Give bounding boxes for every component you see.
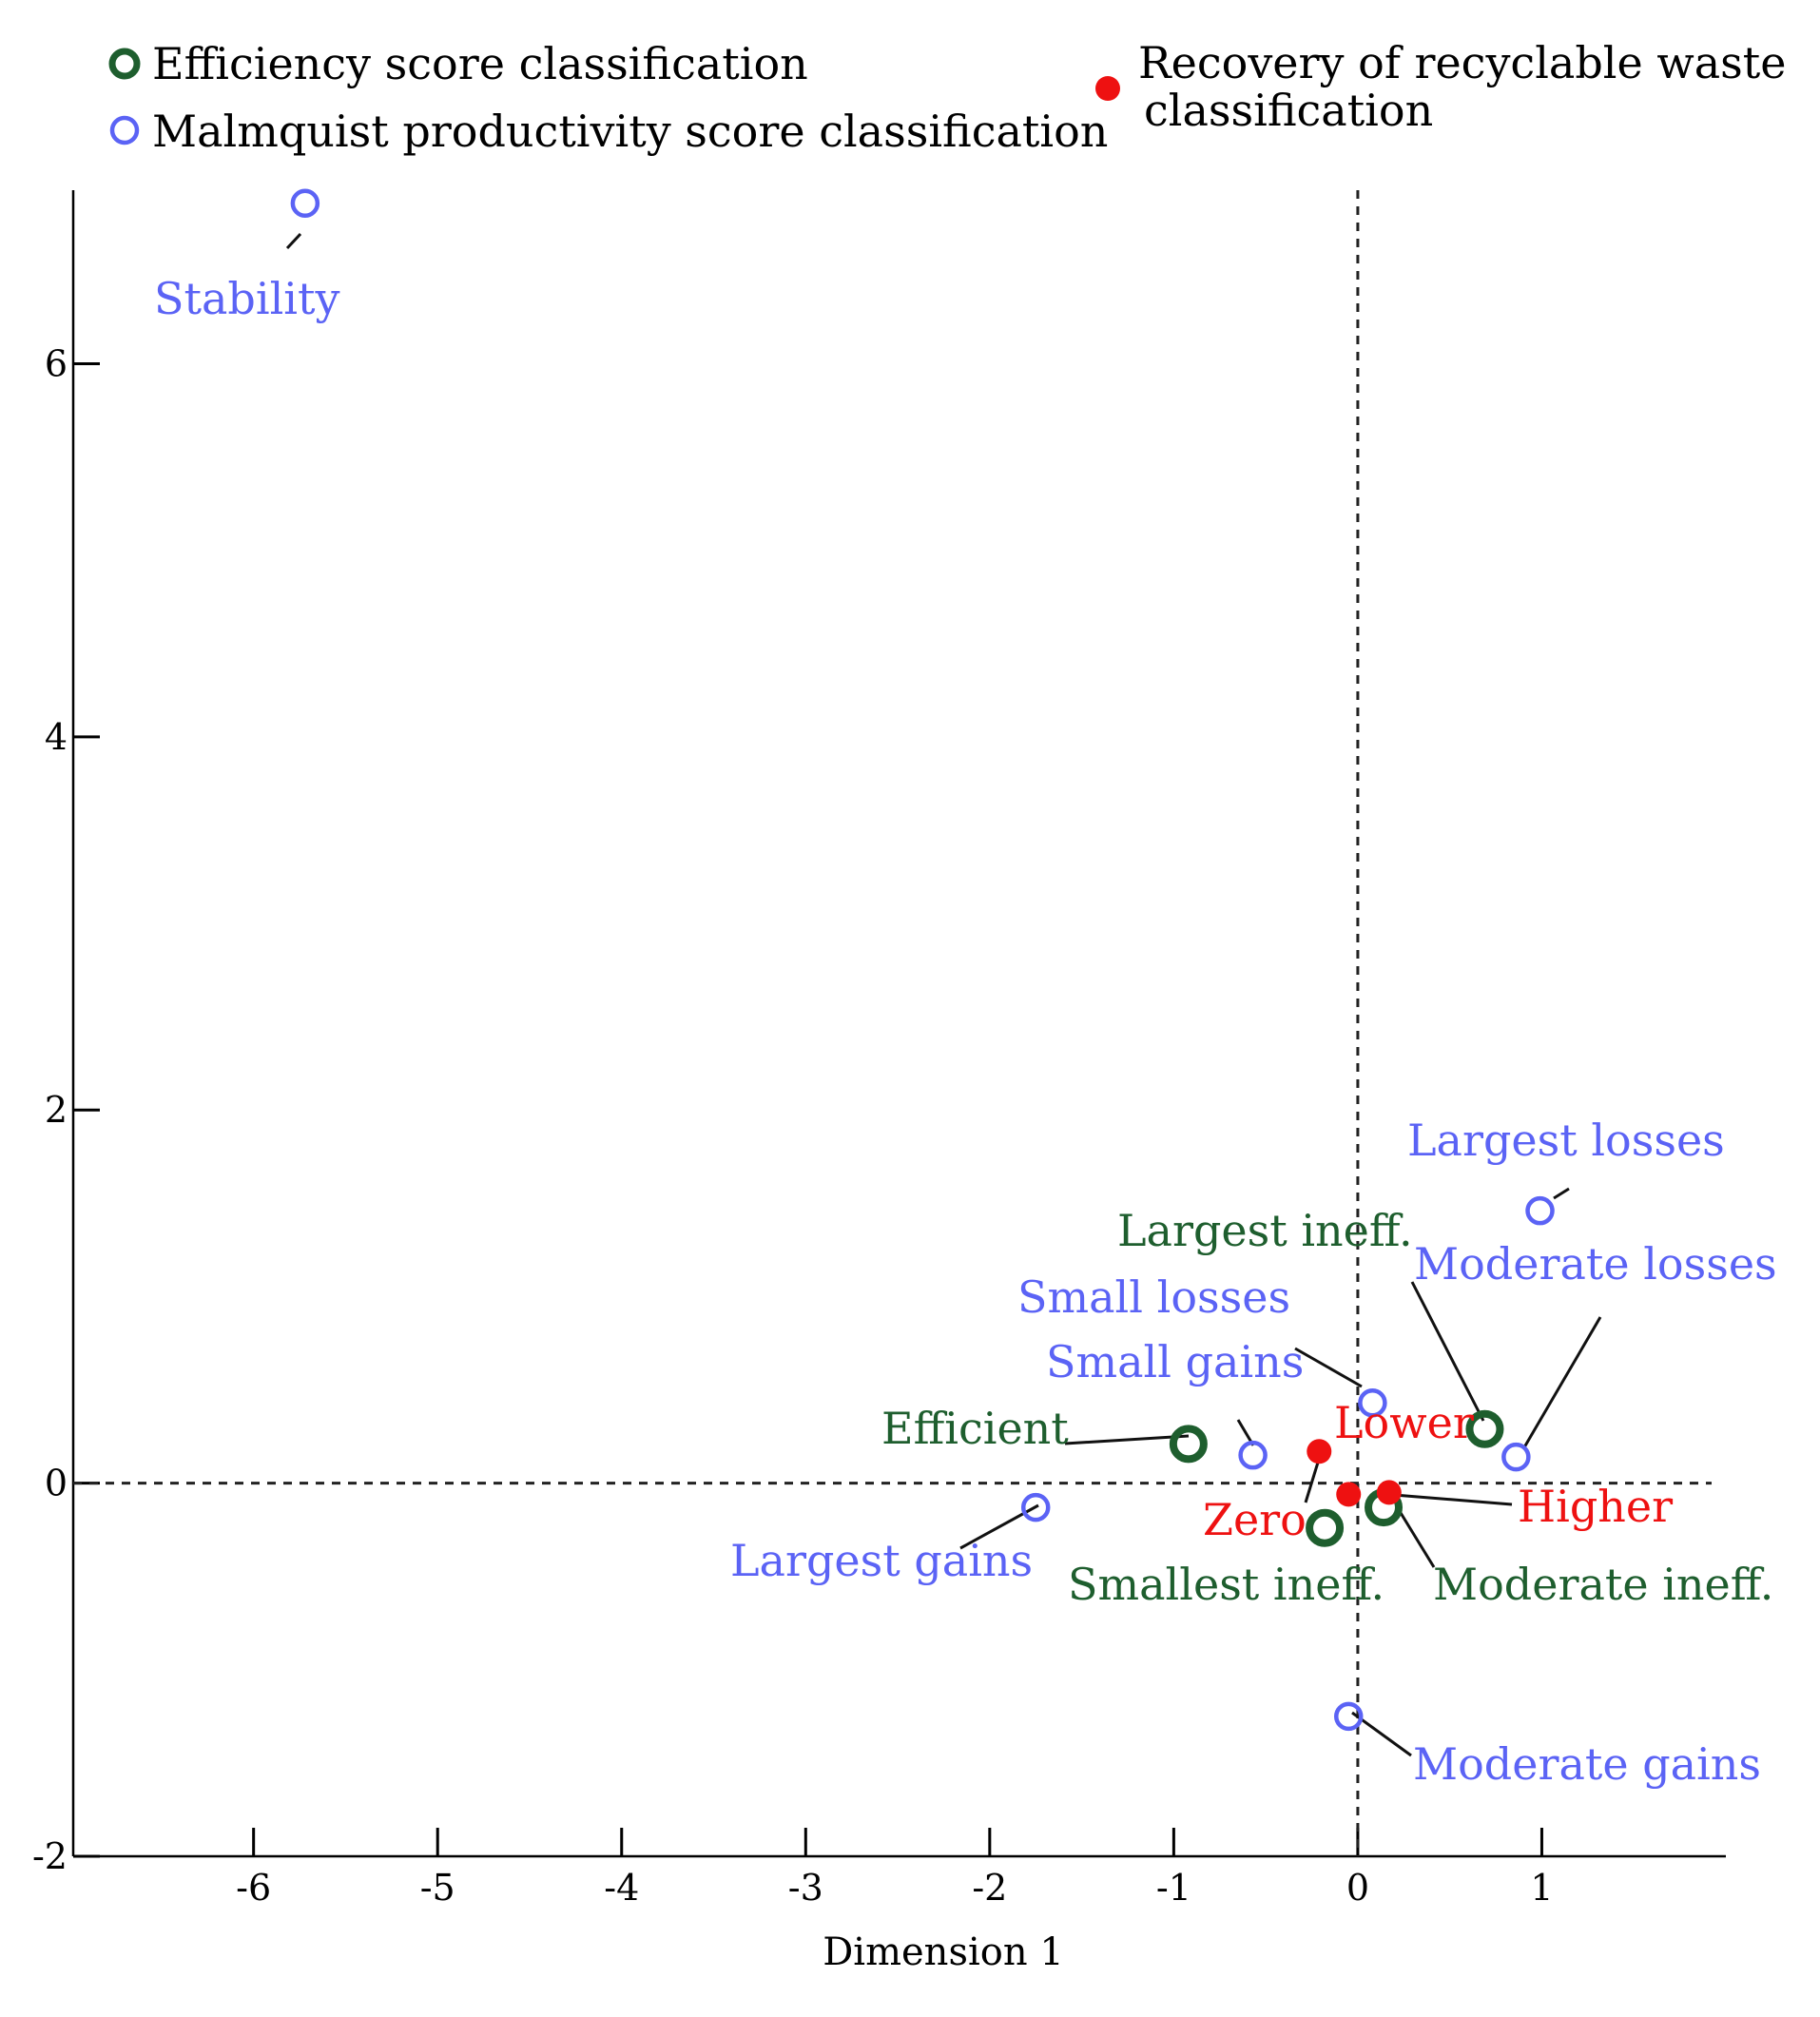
x-tick-label: -5 bbox=[420, 1867, 455, 1909]
y-tick-label: 6 bbox=[45, 342, 68, 384]
point-label-moderate-gains: Moderate gains bbox=[1413, 1738, 1761, 1790]
legend-label: Malmquist productivity score classificat… bbox=[152, 106, 1108, 157]
point-label-higher: Higher bbox=[1518, 1481, 1673, 1532]
data-points bbox=[290, 188, 1555, 1732]
legend-label: Recovery of recyclable waste classificati… bbox=[1138, 37, 1786, 136]
point-label-lower: Lower bbox=[1334, 1397, 1474, 1448]
point-label-largest-losses: Largest losses bbox=[1407, 1115, 1725, 1166]
point-moderate-gains bbox=[1333, 1701, 1364, 1732]
y-tick-label: 4 bbox=[45, 716, 68, 758]
x-tick-label: -6 bbox=[236, 1867, 271, 1909]
point-moderate-losses bbox=[1501, 1442, 1531, 1472]
point-label-efficient: Efficient bbox=[881, 1403, 1069, 1454]
legend: Efficiency score classification Malmquist… bbox=[108, 37, 1786, 157]
y-tick-label: -2 bbox=[32, 1835, 68, 1877]
point-zero bbox=[1336, 1482, 1362, 1507]
point-higher bbox=[1376, 1480, 1402, 1505]
point-largest-ineff bbox=[1465, 1409, 1504, 1448]
leader-line-higher bbox=[1393, 1493, 1513, 1506]
point-label-stability: Stability bbox=[154, 273, 339, 324]
legend-label: Efficiency score classification bbox=[152, 38, 808, 89]
point-small-losses bbox=[1358, 1388, 1387, 1418]
leader-line-moderate-ineff bbox=[1396, 1507, 1436, 1568]
leader-line-efficient bbox=[1064, 1434, 1190, 1445]
point-largest-losses bbox=[1525, 1195, 1555, 1226]
legend-marker bbox=[109, 115, 140, 145]
label-leader-lines bbox=[285, 232, 1602, 1757]
x-tick-label: 1 bbox=[1530, 1867, 1553, 1909]
point-label-small-gains: Small gains bbox=[1046, 1336, 1304, 1387]
reference-lines bbox=[73, 190, 1712, 1856]
legend-marker bbox=[108, 48, 141, 80]
point-lower bbox=[1307, 1439, 1332, 1464]
point-efficient bbox=[1169, 1425, 1208, 1464]
x-axis-title: Dimension 1 bbox=[823, 1930, 1064, 1974]
point-labels: Efficient Largest ineff. Smallest ineff. Mo… bbox=[154, 273, 1777, 1790]
point-label-largest-ineff: Largest ineff. bbox=[1117, 1205, 1413, 1256]
point-label-smallest-ineff: Smallest ineff. bbox=[1068, 1559, 1384, 1610]
point-label-zero: Zero bbox=[1203, 1494, 1307, 1545]
leader-line-largest-losses bbox=[1553, 1187, 1570, 1200]
x-tick-label: 0 bbox=[1346, 1867, 1369, 1909]
point-label-small-losses: Small losses bbox=[1017, 1271, 1290, 1323]
leader-line-moderate-losses bbox=[1522, 1316, 1602, 1448]
point-label-moderate-losses: Moderate losses bbox=[1414, 1238, 1777, 1290]
leader-line-largest-ineff bbox=[1410, 1281, 1485, 1422]
y-tick-label: 2 bbox=[45, 1089, 68, 1131]
x-tick-label: -2 bbox=[972, 1867, 1007, 1909]
legend-marker bbox=[1095, 76, 1120, 101]
x-tick-label: -1 bbox=[1156, 1867, 1191, 1909]
axes: -6 -5 -4 -3 -2 -1 0 1 -2 0 2 4 6 bbox=[32, 190, 1726, 1909]
legend-item-efficiency-score-classification: Efficiency score classification bbox=[108, 38, 808, 89]
x-tick-label: -3 bbox=[788, 1867, 823, 1909]
legend-item-malmquist-productivity-score-classification: Malmquist productivity score classificat… bbox=[109, 106, 1108, 157]
leader-line-stability bbox=[285, 232, 302, 250]
point-stability bbox=[290, 188, 320, 218]
point-label-moderate-ineff: Moderate ineff. bbox=[1433, 1559, 1773, 1610]
leader-line-small-losses bbox=[1294, 1347, 1363, 1388]
point-largest-gains bbox=[1020, 1492, 1051, 1522]
legend-item-recovery-of-recyclable-waste-classification: Recovery of recyclable waste classificati… bbox=[1095, 37, 1786, 136]
point-label-largest-gains: Largest gains bbox=[730, 1535, 1033, 1586]
point-small-gains bbox=[1238, 1440, 1268, 1470]
y-tick-label: 0 bbox=[45, 1463, 68, 1504]
point-smallest-ineff bbox=[1306, 1508, 1345, 1547]
x-tick-label: -4 bbox=[604, 1867, 639, 1909]
